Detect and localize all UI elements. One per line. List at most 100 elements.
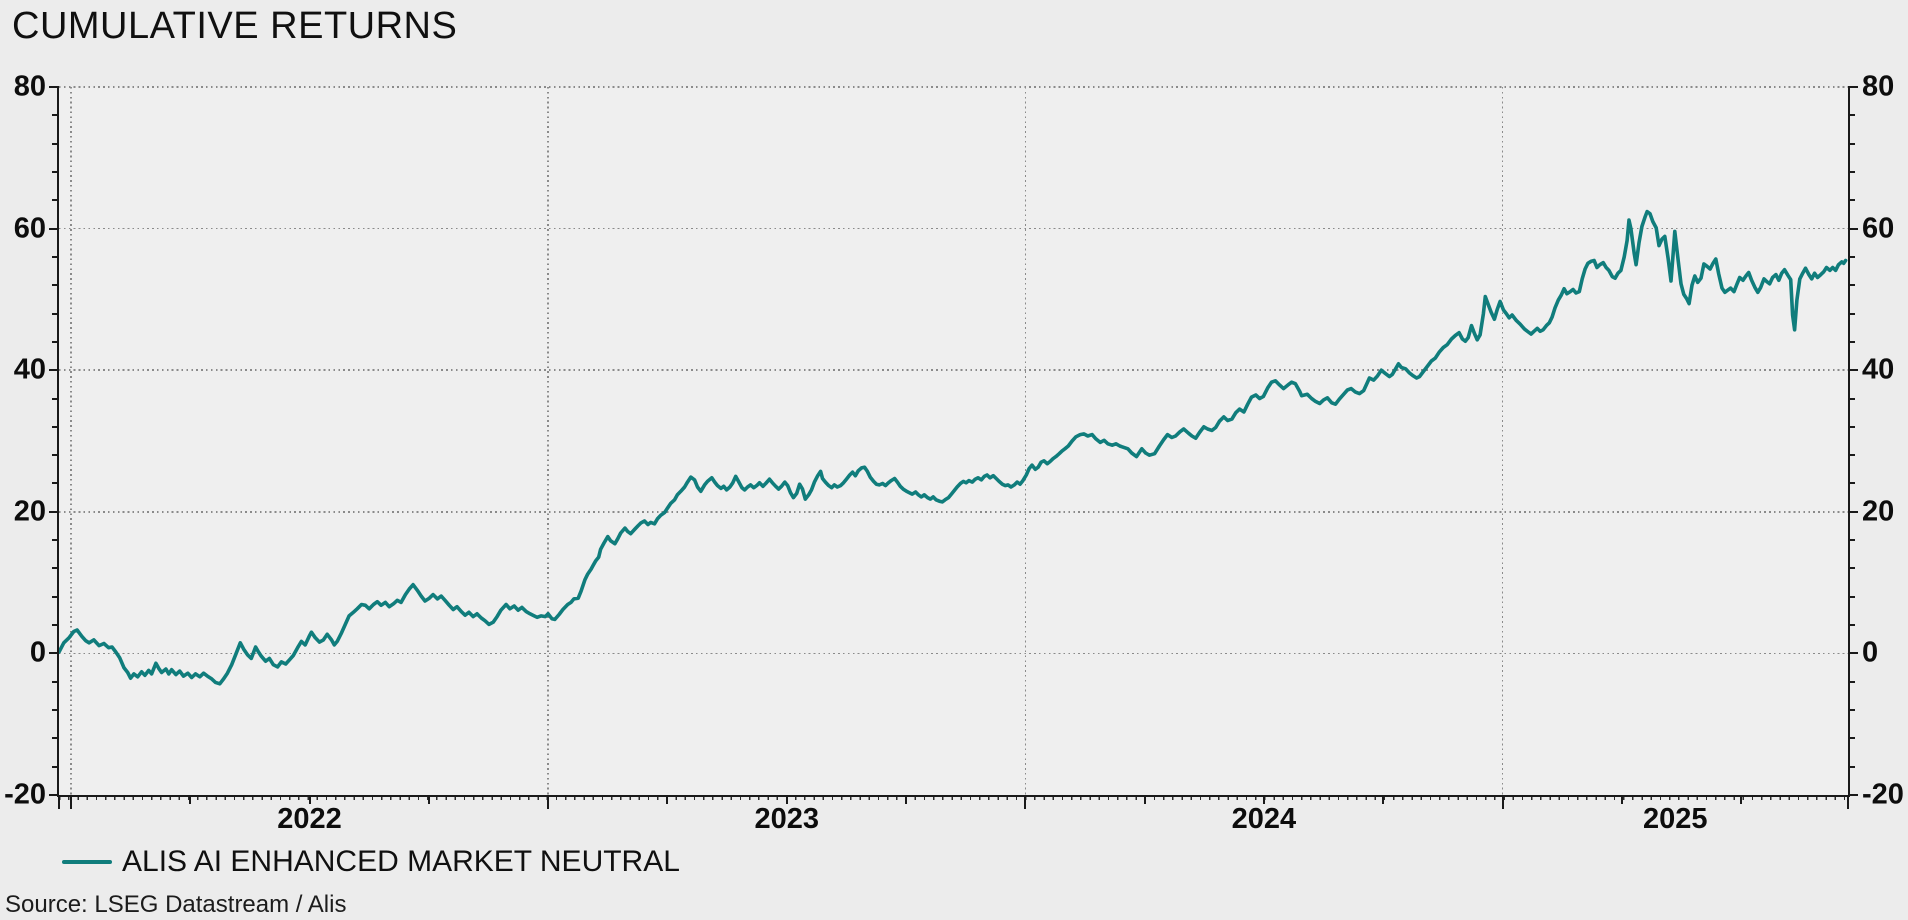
y-gridline (59, 652, 1848, 655)
y-tick-right (1850, 312, 1855, 315)
y-tick-left (52, 454, 57, 457)
y-axis-label-right: 20 (1862, 495, 1895, 528)
y-tick-left (52, 595, 57, 598)
legend-label: ALIS AI ENHANCED MARKET NEUTRAL (122, 845, 680, 878)
y-axis-label-right: -20 (1862, 778, 1904, 811)
y-axis-label-left: 40 (13, 353, 46, 386)
y-tick-right (1850, 227, 1858, 230)
y-tick-right (1850, 369, 1858, 372)
y-tick-right (1850, 539, 1855, 542)
y-axis-label-right: 60 (1862, 212, 1895, 245)
y-tick-right (1850, 567, 1855, 570)
x-tick-quarter (785, 797, 788, 804)
y-tick-right (1850, 170, 1855, 173)
y-tick-left (52, 142, 57, 145)
x-tick-year (547, 797, 550, 809)
y-tick-left (52, 680, 57, 683)
x-axis-label: 2024 (1231, 803, 1297, 835)
x-axis-label: 2022 (277, 803, 342, 835)
y-axis-label-left: 60 (13, 212, 46, 245)
y-tick-left (52, 397, 57, 400)
y-tick-right (1850, 652, 1858, 655)
y-tick-left (52, 114, 57, 117)
x-gridline (70, 87, 72, 795)
y-axis-label-left: 20 (13, 495, 46, 528)
x-gridline (1501, 87, 1504, 795)
x-gridline (1024, 87, 1027, 795)
y-tick-right (1850, 425, 1855, 428)
y-gridline (59, 511, 1848, 513)
y-tick-left (52, 765, 57, 768)
x-axis-weekly-ticks (59, 796, 1848, 800)
series-path (59, 209, 1848, 686)
y-tick-right (1850, 340, 1855, 343)
legend-line-swatch (62, 860, 112, 864)
x-tick-year (69, 797, 72, 809)
y-tick-left (52, 425, 57, 428)
y-tick-right (1850, 397, 1855, 400)
y-tick-left (49, 369, 57, 372)
y-tick-left (52, 567, 57, 570)
y-axis-label-right: 40 (1862, 353, 1895, 386)
y-tick-left (49, 652, 57, 655)
y-gridline (59, 86, 1848, 88)
x-tick-quarter (905, 797, 908, 804)
x-axis-label: 2025 (1642, 803, 1708, 835)
y-tick-left (52, 737, 57, 740)
y-axis-label-left: -20 (4, 778, 46, 811)
chart-title: CUMULATIVE RETURNS (12, 5, 458, 47)
y-tick-left (52, 624, 57, 627)
y-axis-label-left: 80 (13, 70, 46, 103)
y-gridline (59, 227, 1848, 230)
y-tick-left (52, 255, 57, 258)
y-axis-right (1848, 86, 1850, 796)
x-tick-quarter (1262, 797, 1265, 804)
y-tick-left (52, 284, 57, 287)
y-tick-right (1850, 737, 1855, 740)
y-tick-right (1850, 794, 1858, 796)
y-tick-left (52, 312, 57, 315)
y-tick-left (52, 199, 57, 202)
y-tick-right (1850, 595, 1855, 598)
x-tick-quarter (1620, 797, 1623, 804)
x-tick-quarter (1143, 797, 1146, 804)
source-note: Source: LSEG Datastream / Alis (5, 891, 347, 918)
y-tick-right (1850, 765, 1855, 768)
y-axis-label-left: 0 (29, 636, 46, 669)
y-tick-right (1850, 680, 1855, 683)
y-tick-left (49, 794, 57, 796)
x-tick-year (1501, 797, 1504, 809)
plot-area (59, 87, 1848, 795)
x-axis (57, 795, 1850, 797)
x-tick-quarter (308, 797, 311, 804)
y-tick-left (52, 482, 57, 485)
y-gridline (59, 369, 1848, 371)
y-tick-right (1850, 482, 1855, 485)
x-tick-year (1024, 797, 1027, 809)
y-tick-right (1850, 142, 1855, 145)
y-tick-right (1850, 510, 1858, 513)
x-tick-quarter (189, 797, 192, 804)
y-tick-left (52, 170, 57, 173)
series-line (59, 209, 1848, 686)
y-tick-right (1850, 454, 1855, 457)
y-tick-left (49, 86, 57, 88)
y-tick-right (1850, 284, 1855, 287)
x-gridline (547, 87, 549, 795)
x-tick-quarter (1740, 797, 1743, 804)
x-axis-label: 2023 (754, 803, 819, 835)
y-tick-left (49, 227, 57, 230)
y-tick-left (52, 539, 57, 542)
y-tick-right (1850, 114, 1855, 117)
y-tick-left (49, 510, 57, 513)
x-tick-quarter (666, 797, 669, 804)
x-tick-edge (58, 797, 60, 809)
y-tick-right (1850, 709, 1855, 712)
y-tick-right (1850, 199, 1855, 202)
x-tick-edge (1847, 797, 1849, 809)
y-tick-left (52, 340, 57, 343)
